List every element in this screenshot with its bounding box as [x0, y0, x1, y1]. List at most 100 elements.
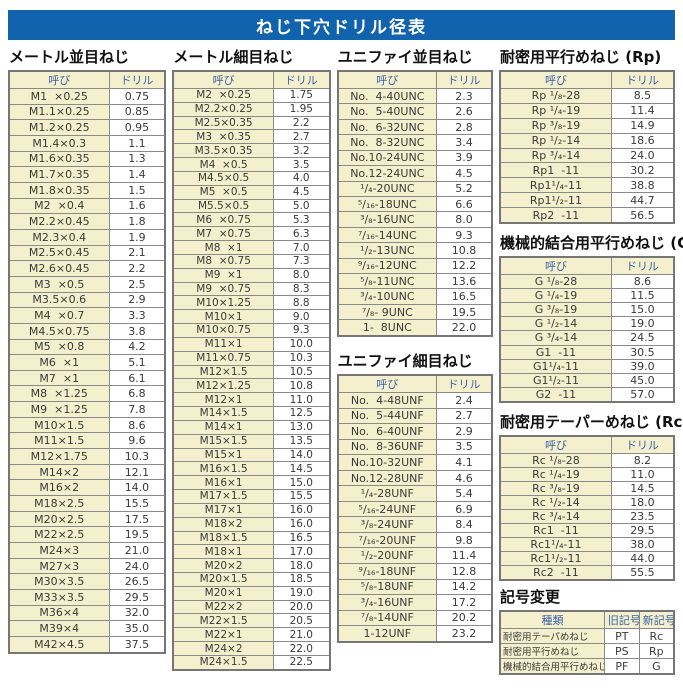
table-row: M3 ×0.35 2.7 [172, 129, 331, 145]
thread-size-cell: No. 4-48UNF [337, 392, 437, 409]
drill-size-cell: 1.6 [108, 197, 166, 215]
table-row: M4 ×0.5 3.5 [172, 157, 331, 172]
table-row: Rp ¹/₂-14 18.6 [499, 132, 675, 149]
drill-size-cell: 24.5 [610, 330, 675, 346]
thread-size-cell: M5 ×0.5 [172, 184, 274, 200]
thread-size-cell: M18×1.5 [172, 530, 274, 546]
thread-size-cell: M2.2×0.45 [8, 213, 110, 230]
drill-size-cell: 17.0 [272, 544, 331, 560]
drill-size-cell: 1.8 [108, 213, 166, 230]
thread-size-cell: M14×1.5 [172, 406, 274, 421]
drill-size-cell: 6.1 [108, 369, 166, 387]
thread-size-cell: 耐密用テーパめねじ [499, 628, 605, 644]
name-column-header: 呼び [337, 70, 437, 89]
thread-size-cell: Rc ¹/₄-19 [499, 467, 612, 482]
table-header-row: 呼び ドリル [499, 70, 675, 89]
drill-size-cell: 3.8 [108, 322, 166, 340]
drill-size-cell: 0.85 [108, 103, 166, 121]
thread-size-cell: M12×1.75 [8, 448, 110, 465]
drill-size-cell: 23.2 [435, 625, 493, 643]
thread-size-cell: Rc1¹/₂-11 [499, 551, 612, 566]
table-row: M11×0.75 10.3 [172, 350, 331, 366]
table-row: M7 ×1 6.1 [8, 369, 166, 387]
table-row: M1.7×0.35 1.4 [8, 166, 166, 183]
thread-size-cell: M1.1×0.25 [8, 103, 110, 121]
table-row: M20×2 18.0 [172, 558, 331, 573]
thread-size-cell: M3 ×0.35 [172, 129, 274, 145]
table-row: 耐密用テーパめねじ PT Rc [499, 628, 675, 644]
drill-size-cell: 21.0 [272, 627, 331, 643]
thread-size-cell: Rc ³/₄-14 [499, 509, 612, 524]
thread-size-cell: M10×1.25 [172, 295, 274, 311]
drill-size-cell: 11.0 [610, 467, 675, 482]
thread-size-cell: M4 ×0.5 [172, 157, 274, 172]
table-row: 機械的結合用平行めねじ PF G [499, 658, 675, 675]
thread-size-cell: Rp1¹/₄-11 [499, 177, 612, 194]
thread-size-cell: M6 ×0.75 [172, 212, 274, 228]
thread-size-cell: Rc1¹/₄-11 [499, 537, 612, 552]
drill-size-cell: 38.8 [610, 177, 675, 194]
table-row: M16×1.5 14.5 [172, 461, 331, 477]
drill-size-cell: 14.5 [610, 481, 675, 496]
thread-size-cell: M3 ×0.5 [8, 275, 110, 293]
drill-size-cell: PS [603, 643, 640, 659]
thread-size-cell: M8 ×1.25 [8, 385, 110, 403]
thread-size-cell: M12×1.5 [172, 364, 274, 380]
drill-size-cell: 4.6 [435, 469, 493, 487]
drill-size-cell: 35.0 [108, 620, 166, 637]
table-row: M10×0.75 9.3 [172, 323, 331, 338]
drill-size-cell: 20.2 [435, 609, 493, 627]
thread-size-cell: M11×0.75 [172, 350, 274, 366]
drill-size-cell: 4.1 [435, 454, 493, 471]
table-row: M6 ×1 5.1 [8, 354, 166, 371]
table-row: M18×2 16.0 [172, 516, 331, 532]
drill-size-cell: 6.3 [272, 226, 331, 242]
drill-size-cell: 57.0 [610, 386, 675, 403]
drill-size-cell: 1.9 [108, 228, 166, 246]
thread-size-cell: No. 6-40UNF [337, 423, 437, 440]
thread-size-cell: Rc ³/₈-19 [499, 481, 612, 496]
drill-size-cell: 14.0 [272, 447, 331, 463]
drill-size-cell: 13.6 [435, 273, 493, 290]
drill-size-cell: 1.5 [108, 181, 166, 199]
drill-size-cell: 17.5 [108, 510, 166, 528]
table-row: M22×2.5 19.5 [8, 526, 166, 544]
thread-size-cell: M20×2 [172, 558, 274, 573]
drill-size-cell: 38.0 [610, 537, 675, 552]
thread-size-cell: G ³/₈-19 [499, 302, 612, 318]
thread-size-cell: M9 ×0.75 [172, 281, 274, 297]
table-header-row: 呼び ドリル [499, 256, 675, 275]
table-row: Rc ³/₄-14 23.5 [499, 509, 675, 524]
table-row: ⁵/₁₆-18UNC 6.6 [337, 195, 493, 213]
table-row: M8 ×1.25 6.8 [8, 385, 166, 403]
table-row: M14×2 12.1 [8, 463, 166, 481]
drill-size-cell: 26.5 [108, 573, 166, 590]
thread-size-cell: Rp2 -11 [499, 207, 612, 224]
drill-size-cell: 13.5 [272, 433, 331, 449]
thread-size-cell: ⁹/₁₆-12UNC [337, 257, 437, 275]
table-row: M6 ×0.75 5.3 [172, 212, 331, 228]
table-header-row: 呼び ドリル [337, 374, 493, 393]
thread-size-cell: M9 ×1.25 [8, 401, 110, 418]
rp-thread-table: 呼び ドリル Rp ¹/₈-28 8.5 Rp ¹/₄-19 11.4 Rp ³/₈-1… [499, 70, 676, 224]
drill-size-cell: 8.8 [272, 295, 331, 311]
drill-size-cell: 9.3 [435, 226, 493, 244]
table-row: M16×2 14.0 [8, 479, 166, 497]
table-row: ⁵/₈-11UNC 13.6 [337, 273, 493, 290]
thread-size-cell: G2 -11 [499, 386, 612, 403]
thread-size-cell: ³/₄-16UNF [337, 594, 437, 611]
table-row: M1.4×0.3 1.1 [8, 134, 166, 152]
drill-size-cell: 14.2 [435, 578, 493, 596]
drill-size-cell: 16.0 [272, 502, 331, 518]
drill-column-header: ドリル [610, 70, 675, 89]
table-row: Rc ³/₈-19 14.5 [499, 481, 675, 496]
thread-size-cell: M1.2×0.25 [8, 119, 110, 136]
table-row: ³/₄-16UNF 17.2 [337, 594, 493, 611]
drill-size-cell: 19.5 [435, 303, 493, 321]
table-row: G1¹/₄-11 39.0 [499, 358, 675, 374]
table-row: M2 ×0.4 1.6 [8, 197, 166, 215]
thread-size-cell: M2.5×0.35 [172, 115, 274, 131]
old-symbol-column-header: 旧記号 [603, 610, 640, 629]
thread-size-cell: M15×1 [172, 447, 274, 463]
table-row: No. 8-36UNF 3.5 [337, 438, 493, 456]
